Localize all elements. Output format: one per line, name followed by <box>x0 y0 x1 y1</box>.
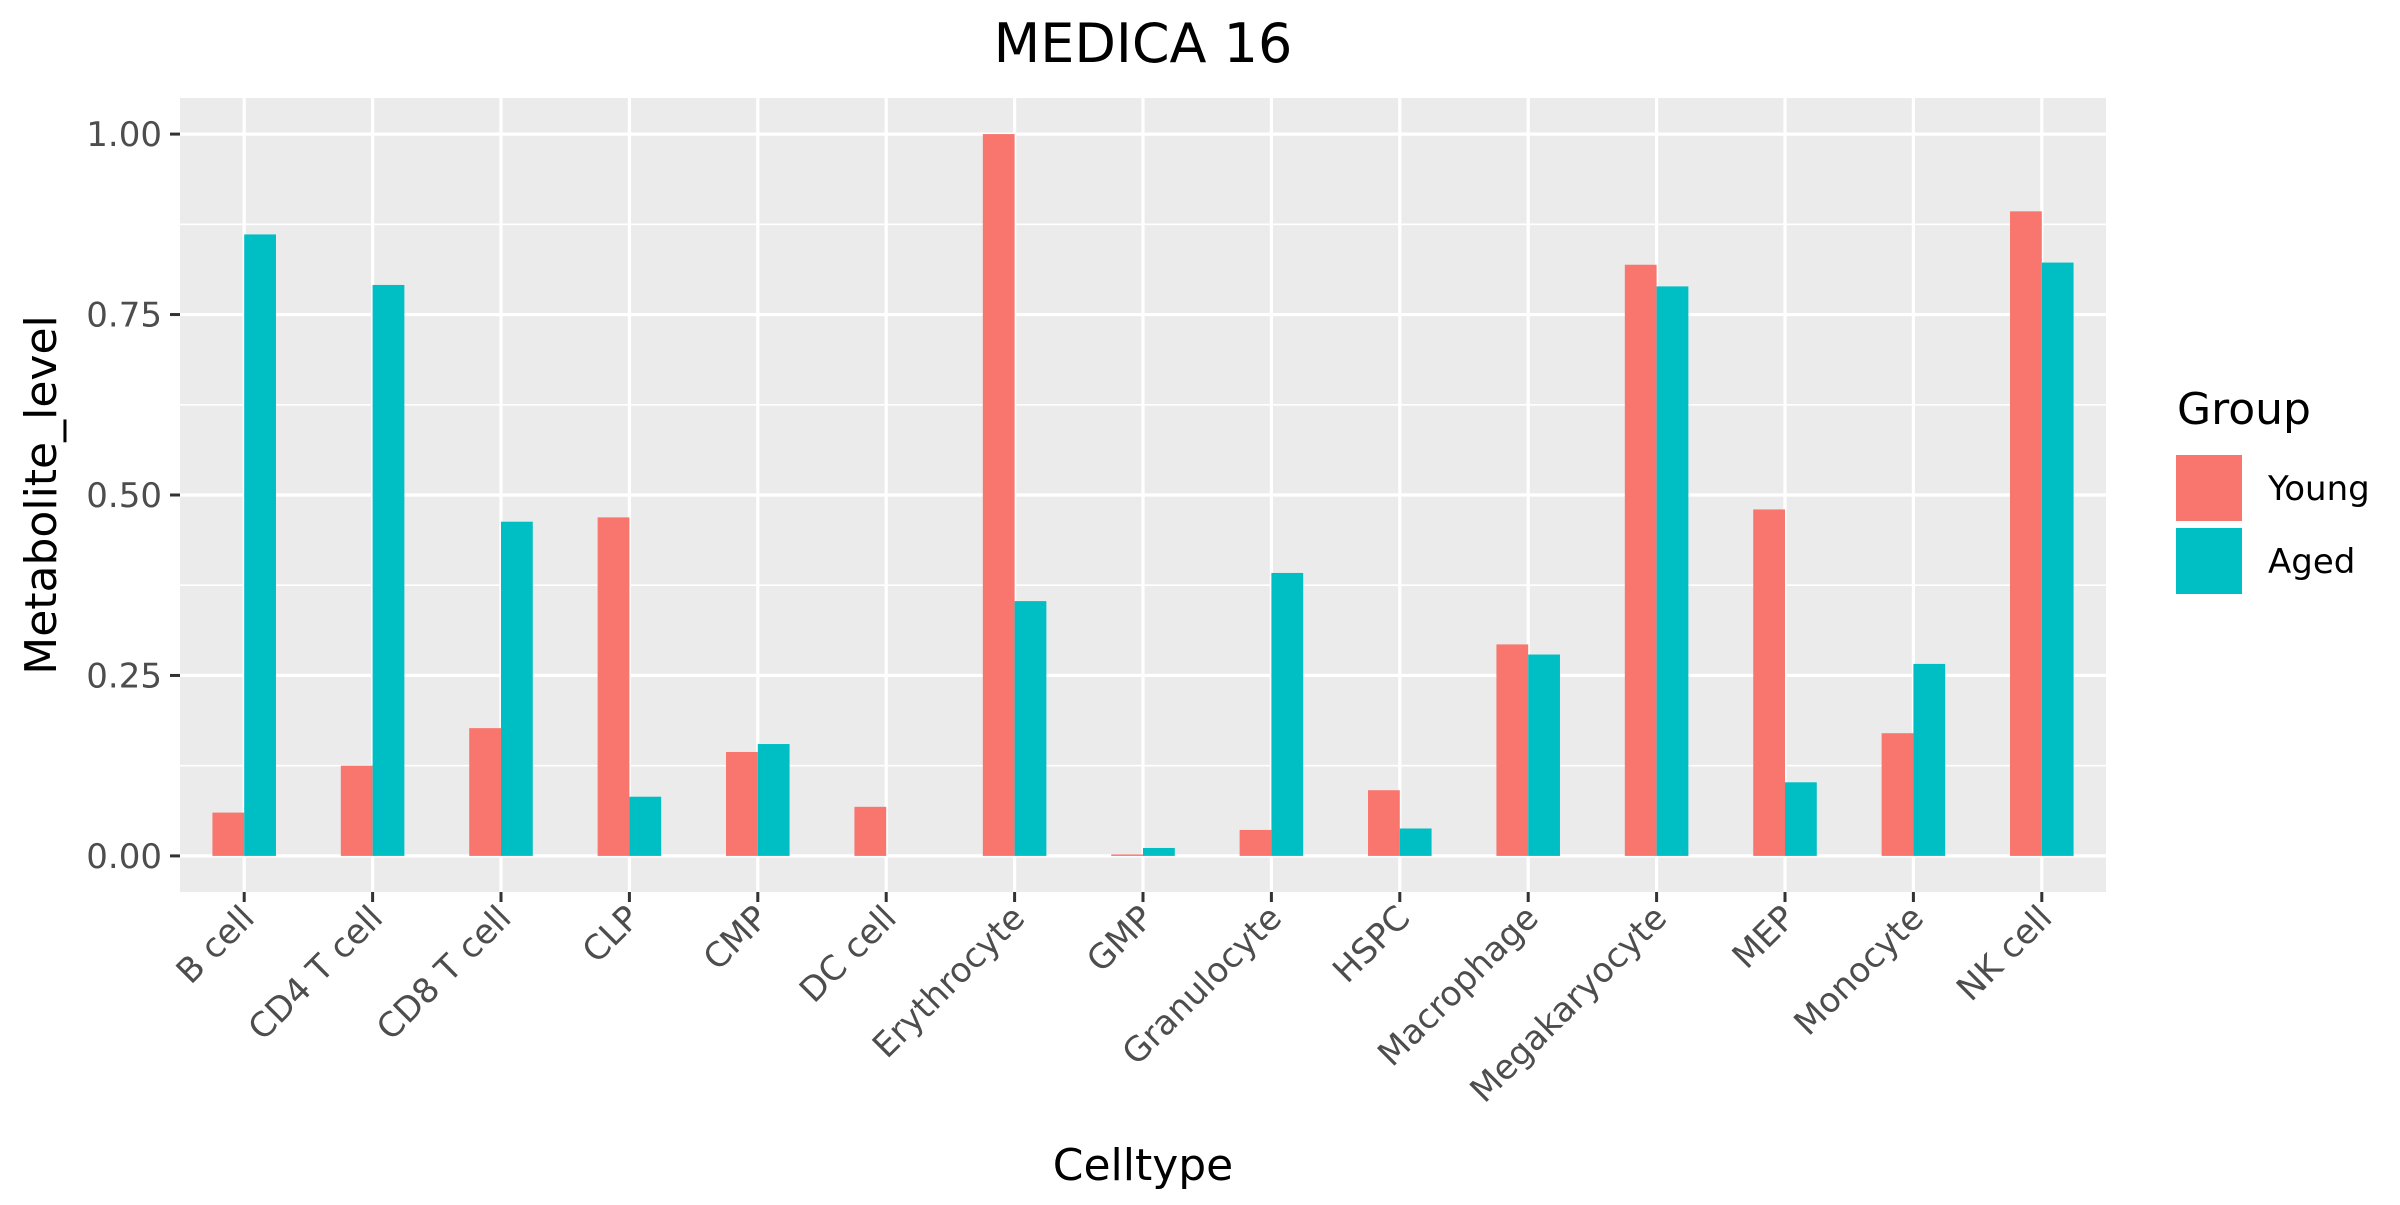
bar-young <box>469 728 501 856</box>
bar-young <box>982 134 1015 856</box>
y-axis-title: Metabolite_level <box>16 315 67 675</box>
x-axis-title: Celltype <box>1053 1140 1234 1191</box>
legend-label-young: Young <box>2267 469 2370 509</box>
bar-young <box>726 751 758 856</box>
bar-young <box>1496 644 1529 856</box>
bar-aged <box>1656 286 1689 856</box>
bar-young <box>1111 854 1143 856</box>
y-tick-label: 1.00 <box>86 115 162 155</box>
bar-aged <box>1785 782 1817 856</box>
bars <box>212 134 2074 856</box>
bar-aged <box>1271 572 1304 856</box>
y-tick-label: 0.25 <box>86 656 162 696</box>
x-tick-label: NK cell <box>1949 898 2060 1009</box>
x-tick-label: HSPC <box>1325 898 1418 991</box>
bar-aged <box>501 521 533 856</box>
bar-young <box>340 765 373 856</box>
bar-aged <box>1143 847 1175 856</box>
x-tick-label: Monocyte <box>1786 898 1931 1043</box>
bar-young <box>1753 509 1785 856</box>
x-tick-label: CLP <box>575 898 648 971</box>
y-tick-label: 0.00 <box>86 837 162 877</box>
bar-aged <box>1399 828 1432 856</box>
legend: Group Young Aged <box>2176 384 2370 594</box>
x-tick-label: CD4 T cell <box>241 898 391 1048</box>
bar-young <box>212 812 245 856</box>
y-tick-label: 0.50 <box>86 476 162 516</box>
chart-title: MEDICA 16 <box>994 12 1293 75</box>
bar-aged <box>1014 601 1047 856</box>
x-tick-label: GMP <box>1079 898 1161 980</box>
bar-young <box>1368 790 1400 856</box>
bar-young <box>2010 211 2042 856</box>
bar-young <box>1624 264 1657 856</box>
bar-aged <box>244 234 276 856</box>
y-axis: 0.00 0.25 0.50 0.75 1.00 <box>86 115 180 877</box>
x-tick-label: CD8 T cell <box>369 898 519 1048</box>
bar-aged <box>2041 262 2074 856</box>
bar-aged <box>757 744 790 856</box>
bar-young <box>854 806 887 856</box>
bar-young <box>1239 829 1272 856</box>
y-tick-label: 0.75 <box>86 296 162 336</box>
legend-key-aged <box>2176 528 2242 594</box>
bar-young <box>1881 733 1914 856</box>
x-tick-label: DC cell <box>792 898 905 1011</box>
legend-key-young <box>2176 455 2242 521</box>
legend-title: Group <box>2177 384 2311 435</box>
bar-aged <box>1913 663 1946 856</box>
legend-label-aged: Aged <box>2268 542 2355 582</box>
x-tick-label: CMP <box>696 898 776 978</box>
bar-aged <box>372 284 405 856</box>
bar-aged <box>629 796 662 856</box>
bar-aged <box>1528 654 1560 856</box>
bar-young <box>597 517 630 856</box>
x-tick-label: MEP <box>1725 898 1804 977</box>
x-tick-label: B cell <box>169 898 263 992</box>
